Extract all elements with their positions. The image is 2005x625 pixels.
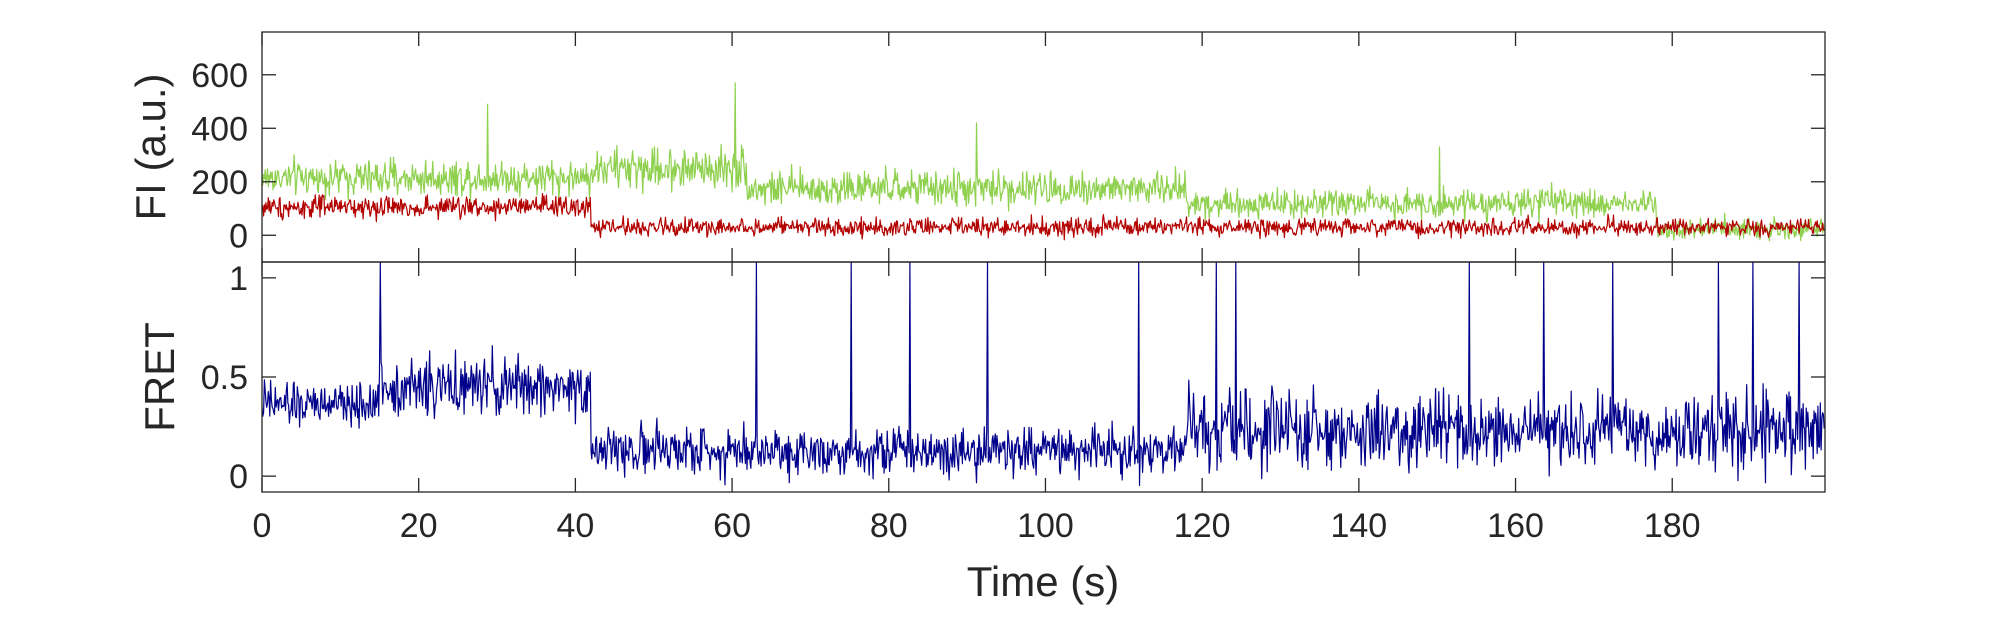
time-xtick-label: 80 <box>870 507 908 545</box>
intensity-ytick-label: 400 <box>191 110 248 148</box>
time-x-axis-title: Time (s) <box>967 558 1119 605</box>
intensity-y-axis-title: FI (a.u.) <box>127 73 174 220</box>
time-xtick-label: 160 <box>1487 507 1544 545</box>
intensity-panel: 0 200 400 600 FI (a.u.) <box>127 31 1826 263</box>
time-xtick-label: 20 <box>400 507 438 545</box>
time-xtick-label: 40 <box>556 507 594 545</box>
fret-ytick-label: 0 <box>229 458 248 496</box>
fret-traces <box>261 261 1825 486</box>
fret-ytick-label: 1 <box>229 260 248 298</box>
fret-y-ticks: 00.51 <box>201 260 1825 496</box>
intensity-ytick-label: 600 <box>191 57 248 95</box>
intensity-series-1-line <box>261 82 1825 242</box>
intensity-y-ticks: 0 200 400 600 <box>191 57 1825 255</box>
time-xtick-label: 60 <box>713 507 751 545</box>
intensity-series-2-line <box>261 193 1825 241</box>
time-x-ticks: 0 20 40 60 80 100 120 140 160 180 <box>253 32 1701 545</box>
fret-series-1-line <box>261 261 1825 486</box>
fret-y-axis-title: FRET <box>136 322 183 432</box>
fret-panel: 00.51 0 20 40 60 80 100 120 140 160 180 FRET Time… <box>136 32 1826 605</box>
intensity-traces <box>261 82 1825 242</box>
time-xtick-label: 120 <box>1174 507 1231 545</box>
intensity-ytick-label: 0 <box>229 217 248 255</box>
time-xtick-label: 140 <box>1330 507 1387 545</box>
time-xtick-label: 0 <box>253 507 272 545</box>
fret-ytick-label: 0.5 <box>201 359 248 397</box>
time-xtick-label: 180 <box>1644 507 1701 545</box>
time-xtick-label: 100 <box>1017 507 1074 545</box>
intensity-ytick-label: 200 <box>191 164 248 202</box>
